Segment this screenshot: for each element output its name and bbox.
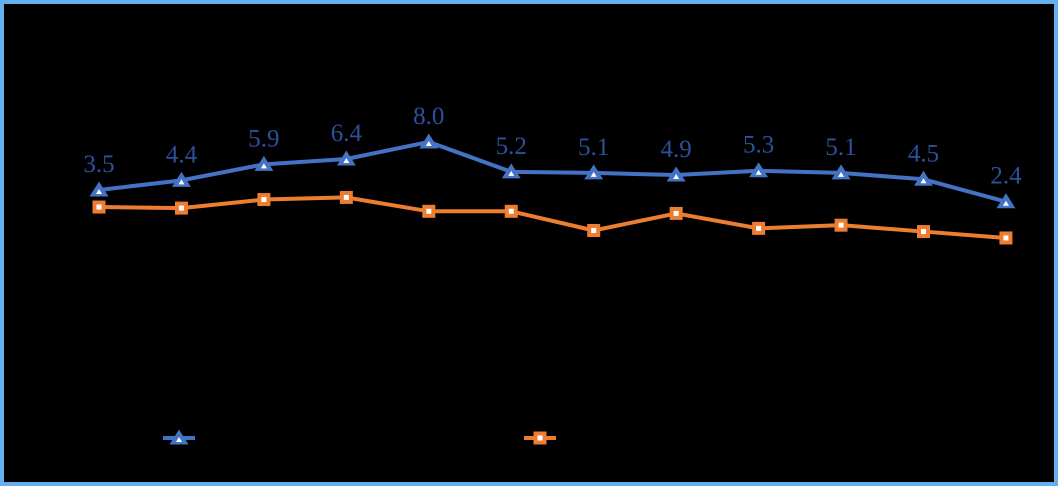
orange-square-series-marker-inner bbox=[261, 197, 267, 203]
blue-triangle-series-data-label: 5.1 bbox=[578, 134, 609, 161]
blue-triangle-series-marker-inner bbox=[838, 171, 845, 177]
orange-square-series-marker-inner bbox=[838, 222, 844, 228]
blue-triangle-series-data-label: 5.9 bbox=[248, 125, 279, 152]
orange-square-series-marker-inner bbox=[921, 229, 926, 235]
blue-triangle-series-marker-inner bbox=[178, 179, 185, 185]
blue-triangle-series-marker-inner bbox=[1002, 200, 1009, 206]
blue-triangle-series-marker-inner bbox=[920, 178, 927, 184]
blue-triangle-series-data-label: 2.4 bbox=[990, 163, 1022, 190]
blue-triangle-series-marker-inner bbox=[673, 174, 680, 180]
blue-triangle-series-marker-inner bbox=[425, 140, 432, 146]
orange-square-series-marker-inner bbox=[178, 205, 184, 211]
orange-square-series-marker-inner bbox=[591, 228, 597, 234]
blue-triangle-series-marker-inner bbox=[260, 163, 267, 169]
blue-triangle-series-data-label: 5.3 bbox=[743, 132, 774, 159]
orange-square-series-marker-inner bbox=[756, 225, 762, 231]
blue-triangle-series-data-label: 4.9 bbox=[661, 136, 692, 163]
orange-square-series-marker-inner bbox=[343, 194, 349, 200]
blue-triangle-series-marker-inner bbox=[96, 188, 102, 194]
orange-square-series-marker-inner bbox=[426, 208, 432, 214]
orange-square-series-marker-inner bbox=[1003, 235, 1009, 241]
blue-triangle-series-data-label: 4.5 bbox=[908, 140, 939, 167]
blue-triangle-series-data-label: 5.2 bbox=[496, 133, 527, 160]
orange-square-series-marker-inner bbox=[96, 204, 102, 210]
blue-triangle-series-marker-inner bbox=[590, 171, 597, 177]
blue-triangle-series-data-label: 6.4 bbox=[331, 120, 363, 147]
blue-triangle-series-marker-inner bbox=[755, 169, 762, 175]
orange-square-series-marker-inner bbox=[508, 208, 514, 214]
blue-triangle-series-data-label: 8.0 bbox=[413, 103, 444, 130]
orange-square-series-line bbox=[97, 195, 1008, 240]
legend-triangle-icon-inner bbox=[176, 437, 182, 442]
blue-triangle-series-data-label: 5.1 bbox=[825, 134, 856, 161]
blue-triangle-series-data-label: 4.4 bbox=[166, 141, 198, 168]
blue-triangle-series-marker-inner bbox=[508, 170, 515, 176]
blue-triangle-series-marker-inner bbox=[343, 158, 350, 164]
orange-square-series-marker-inner bbox=[673, 210, 679, 216]
legend-square-icon-inner bbox=[537, 435, 543, 441]
blue-triangle-series-data-label: 3.5 bbox=[83, 151, 114, 178]
blue-triangle-series-line bbox=[97, 139, 1008, 204]
